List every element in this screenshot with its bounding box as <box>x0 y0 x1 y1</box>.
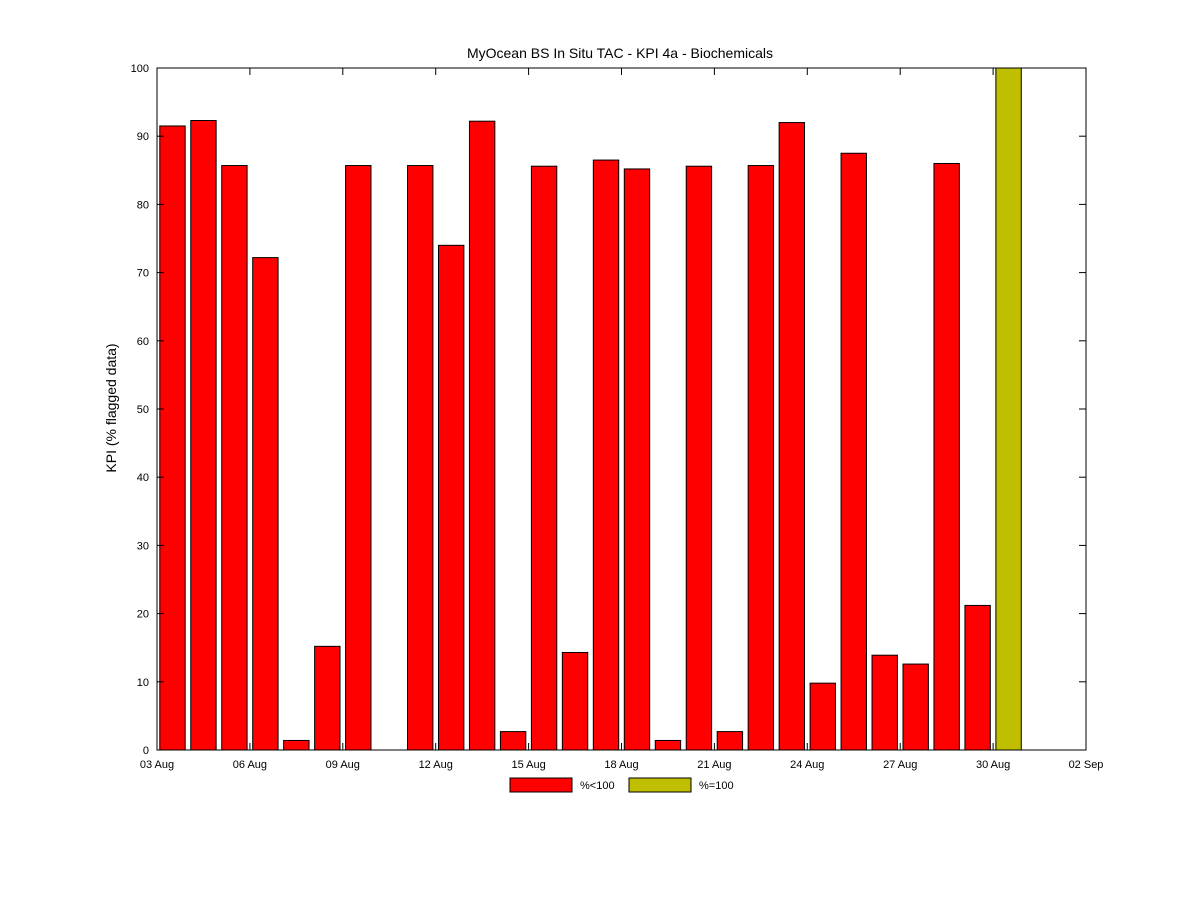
legend-label-full: %=100 <box>699 780 734 792</box>
bar-partial-16-aug <box>561 651 589 751</box>
bar-partial-23-aug <box>778 122 806 751</box>
y-tick-label: 70 <box>137 268 149 280</box>
x-tick-label: 09 Aug <box>326 759 360 771</box>
bar-partial-27-aug <box>902 663 929 751</box>
bar-partial-12-aug <box>437 244 465 751</box>
bar-partial-28-aug <box>933 162 960 751</box>
y-tick-label: 10 <box>137 677 149 689</box>
y-tick-label: 20 <box>137 609 149 621</box>
legend-label-partial: %<100 <box>580 780 615 792</box>
y-tick-label: 40 <box>137 472 149 484</box>
bar-partial-14-aug <box>499 731 527 751</box>
bar-partial-15-aug <box>530 165 558 751</box>
bar-full-30-aug <box>995 67 1022 751</box>
bar-partial-07-aug <box>283 739 310 751</box>
legend-swatch-full <box>628 777 692 793</box>
legend: %<100 %=100 <box>509 777 734 793</box>
x-tick-label: 12 Aug <box>419 759 453 771</box>
y-axis-label: KPI (% flagged data) <box>103 343 119 472</box>
legend-swatch-partial <box>509 777 573 793</box>
x-tick-label: 03 Aug <box>140 759 174 771</box>
bar-partial-08-aug <box>314 645 341 751</box>
bar-partial-06-aug <box>252 257 279 751</box>
x-tick-label: 27 Aug <box>883 759 917 771</box>
x-tick-label: 30 Aug <box>976 759 1010 771</box>
y-tick-label: 50 <box>137 404 149 416</box>
bar-partial-29-aug <box>964 604 991 751</box>
bar-partial-09-aug <box>345 165 372 751</box>
bar-partial-03-aug <box>159 125 186 751</box>
axes-group: 0 10 20 30 40 50 60 70 80 90 100 03 Aug 06 Aug 09 Aug… <box>131 63 1104 771</box>
bar-partial-04-aug <box>190 120 217 751</box>
bar-partial-24-aug <box>809 682 836 751</box>
bar-partial-17-aug <box>592 159 620 751</box>
x-tick-label: 24 Aug <box>790 759 824 771</box>
x-tick-label: 18 Aug <box>604 759 638 771</box>
bar-partial-20-aug <box>685 165 713 751</box>
y-tick-label: 30 <box>137 540 149 552</box>
bar-partial-19-aug <box>654 739 682 751</box>
bar-partial-05-aug <box>221 165 248 751</box>
bar-partial-11-aug <box>407 165 434 751</box>
y-tick-label: 90 <box>137 131 149 143</box>
bar-partial-25-aug <box>840 152 867 751</box>
y-tick-label: 0 <box>143 745 149 757</box>
y-tick-label: 100 <box>131 63 149 75</box>
y-tick-label: 80 <box>137 199 149 211</box>
bar-partial-18-aug <box>623 168 651 751</box>
x-tick-label: 15 Aug <box>511 759 545 771</box>
x-tick-label: 06 Aug <box>233 759 267 771</box>
bar-partial-21-aug <box>716 731 744 751</box>
y-tick-label: 60 <box>137 336 149 348</box>
bar-partial-26-aug <box>871 654 898 751</box>
bar-partial-13-aug <box>468 120 496 751</box>
chart-title: MyOcean BS In Situ TAC - KPI 4a - Bioche… <box>467 45 773 61</box>
x-tick-label: 21 Aug <box>697 759 731 771</box>
x-tick-label: 02 Sep <box>1069 759 1104 771</box>
bar-partial-22-aug <box>747 165 775 751</box>
bars-group <box>159 67 1022 751</box>
